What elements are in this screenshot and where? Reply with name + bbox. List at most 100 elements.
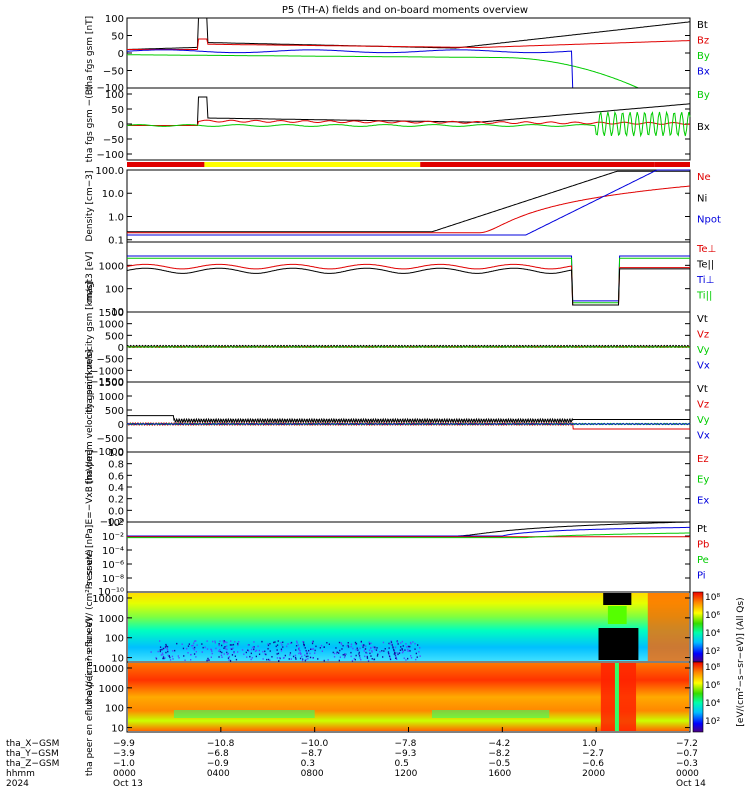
spectrogram-speckle (371, 658, 373, 660)
legend-efield: Ez (697, 454, 709, 465)
spectrogram-speckle (214, 641, 216, 644)
x-row-value: Oct 14 (676, 779, 706, 789)
x-row-value: −2.7 (582, 749, 604, 759)
spectrogram-speckle (347, 642, 349, 644)
spectrogram-speckle (249, 655, 251, 658)
colorbar-tick-label: 10² (705, 717, 720, 727)
x-row-label: tha_Y−GSM (6, 749, 59, 759)
spectrogram-speckle (400, 646, 402, 648)
spectrogram-speckle (312, 648, 314, 650)
spectrogram-speckle (221, 656, 223, 658)
spectrogram-speckle (397, 653, 399, 656)
spectrogram-speckle (319, 647, 321, 649)
spectrogram-speckle (231, 644, 233, 646)
legend-peem: Vt (697, 384, 708, 395)
spectrogram-speckle (193, 640, 196, 642)
spectrogram-speckle (296, 640, 298, 643)
colorbar-tick-label: 10⁸ (705, 663, 720, 673)
spectrogram-speckle (172, 658, 174, 660)
y-tick-label: −50 (103, 67, 124, 78)
series-By (127, 54, 690, 89)
y-tick-label: 0.6 (108, 471, 124, 482)
spectrogram-speckle (229, 644, 232, 646)
spectrogram-speckle (288, 658, 290, 660)
spectrogram-speckle (384, 648, 386, 650)
spectrogram-speckle (267, 648, 269, 650)
spectrogram-speckle (254, 650, 257, 652)
spectrogram-speckle (253, 647, 255, 649)
spectrogram-speckle (358, 655, 361, 657)
spectrogram-speckle (364, 655, 366, 658)
mode-bar-segment (204, 162, 421, 167)
colorbar-tick-label: 10² (705, 647, 720, 657)
spectrogram-speckle (314, 649, 316, 652)
y-tick-label: 100 (105, 90, 124, 101)
spectrogram-speckle (352, 647, 354, 650)
spectrogram-speckle (195, 651, 197, 653)
spectrogram-speckle (226, 648, 228, 651)
colorbar-peer (692, 661, 704, 733)
spectrogram-speckle (187, 652, 189, 654)
spectrogram-speckle (160, 654, 162, 656)
spectrogram-speckle (305, 655, 307, 658)
x-row-value: 0.5 (395, 759, 409, 769)
spectrogram-speckle (350, 655, 352, 658)
spectrogram-speckle (220, 654, 223, 657)
y-tick-label: 0.2 (108, 495, 124, 506)
y-tick-label: 1.0 (108, 212, 124, 223)
spectrogram-speckle (238, 641, 240, 643)
spectrogram-speckle (402, 650, 404, 653)
spectrogram-speckle (247, 649, 249, 651)
mode-bar-segment (654, 162, 690, 167)
spectrogram-speckle (196, 644, 198, 646)
panel-frame-pressure (126, 521, 691, 593)
spectrogram-speckle (292, 655, 295, 658)
spectrogram-speckle (172, 650, 174, 652)
spectrogram-speckle (307, 655, 309, 658)
spectrogram-speckle (177, 655, 179, 657)
y-axis-label: Density [cm−3] (85, 170, 95, 241)
panel-frame-fgs (126, 17, 691, 89)
y-tick-label: 0.4 (108, 483, 124, 494)
spectrogram-speckle (307, 658, 309, 660)
spectrogram-speckle (264, 650, 266, 653)
spectrogram-speckle (279, 657, 281, 659)
y-tick-label: −1000 (90, 366, 124, 377)
spectrogram-speckle (182, 647, 185, 650)
x-row-value: −1.0 (113, 759, 135, 769)
spectrogram-speckle (371, 651, 373, 653)
y-tick-label: 100 (105, 704, 124, 715)
spectrogram-speckle (303, 644, 305, 647)
spectrogram-speckle (409, 650, 411, 652)
spectrogram-speckle (351, 659, 354, 662)
spectrogram-speckle (265, 653, 267, 656)
y-tick-label: 500 (105, 406, 124, 417)
x-row-label: 2024 (6, 779, 29, 789)
mode-bar-segment (127, 162, 205, 167)
y-tick-label: −500 (97, 434, 124, 445)
spectrogram-speckle (355, 642, 358, 645)
spectrogram-speckle (309, 656, 312, 659)
spectrogram-speckle (366, 652, 368, 654)
legend-efield: Ex (697, 495, 709, 506)
spectrogram-speckle (344, 653, 346, 656)
spectrogram-speckle (358, 653, 360, 655)
spectrogram-speckle (367, 659, 370, 662)
spectrogram-speckle (276, 644, 279, 646)
spectrogram-speckle (383, 650, 385, 652)
spectrogram-speckle (181, 643, 183, 645)
spectrogram-speckle (190, 654, 192, 656)
spectrogram-speckle (406, 646, 408, 648)
spectrogram-speckle (201, 643, 203, 645)
spectrogram-speckle (401, 649, 403, 651)
spectrogram-speckle (168, 655, 170, 657)
series-Te-par (126, 267, 690, 306)
spectrogram-speckle (193, 648, 195, 651)
spectrogram-speckle (338, 652, 340, 654)
spectrogram-speckle (164, 657, 166, 659)
spectrogram-speckle (295, 658, 297, 660)
legend-density: Npot (697, 215, 721, 226)
spectrogram-speckle (226, 651, 228, 654)
spectrogram-speckle (408, 645, 410, 648)
y-tick-label: −1500 (90, 377, 124, 388)
